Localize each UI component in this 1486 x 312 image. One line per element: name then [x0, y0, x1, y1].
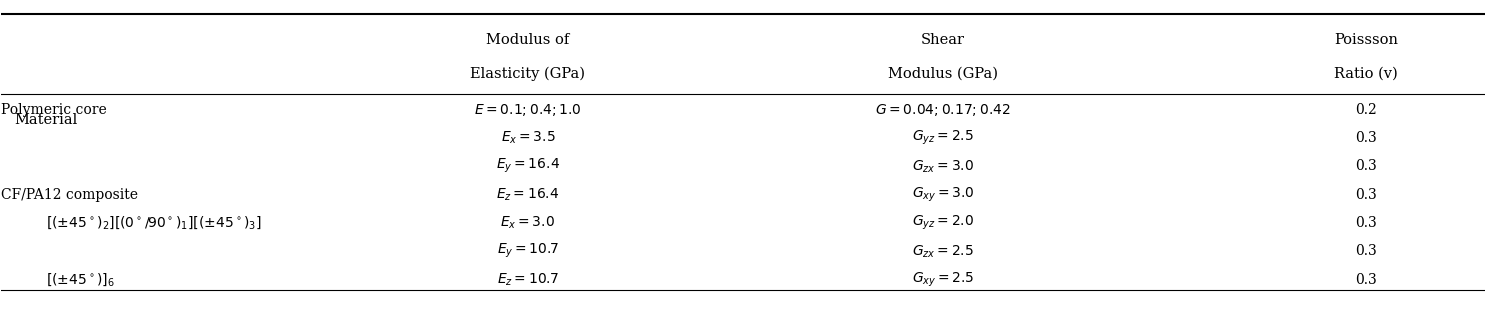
Text: $G_{zx} = 3.0$: $G_{zx} = 3.0$	[912, 158, 975, 174]
Text: 0.3: 0.3	[1355, 188, 1378, 202]
Text: 0.3: 0.3	[1355, 216, 1378, 230]
Text: $E_x = 3.5$: $E_x = 3.5$	[501, 130, 556, 146]
Text: $G_{xy} = 3.0$: $G_{xy} = 3.0$	[912, 186, 975, 204]
Text: Modulus (GPa): Modulus (GPa)	[889, 66, 999, 80]
Text: $E_z = 10.7$: $E_z = 10.7$	[496, 271, 559, 288]
Text: $G_{xy} = 2.5$: $G_{xy} = 2.5$	[912, 271, 975, 289]
Text: Elasticity (GPa): Elasticity (GPa)	[471, 66, 585, 81]
Text: $[(\pm45^\circ)]_6$: $[(\pm45^\circ)]_6$	[46, 271, 114, 288]
Text: $E_y = 10.7$: $E_y = 10.7$	[496, 242, 559, 261]
Text: 0.3: 0.3	[1355, 159, 1378, 173]
Text: $G = 0.04;0.17;0.42$: $G = 0.04;0.17;0.42$	[875, 102, 1010, 118]
Text: 0.2: 0.2	[1355, 103, 1378, 117]
Text: 0.3: 0.3	[1355, 244, 1378, 258]
Text: Modulus of: Modulus of	[486, 33, 569, 47]
Text: $G_{yz} = 2.5$: $G_{yz} = 2.5$	[912, 129, 975, 147]
Text: Ratio (v): Ratio (v)	[1334, 66, 1398, 80]
Text: Shear: Shear	[921, 33, 966, 47]
Text: $G_{yz} = 2.0$: $G_{yz} = 2.0$	[912, 214, 975, 232]
Text: $[(\pm45^\circ)_2][(0^\circ/90^\circ)_1][(\pm45^\circ)_3]$: $[(\pm45^\circ)_2][(0^\circ/90^\circ)_1]…	[46, 215, 262, 232]
Text: Material: Material	[15, 113, 77, 127]
Text: Poissson: Poissson	[1334, 33, 1398, 47]
Text: $E = 0.1;0.4;1.0$: $E = 0.1;0.4;1.0$	[474, 102, 583, 118]
Text: 0.3: 0.3	[1355, 131, 1378, 145]
Text: CF/PA12 composite: CF/PA12 composite	[1, 188, 138, 202]
Text: $E_x = 3.0$: $E_x = 3.0$	[501, 215, 556, 231]
Text: $E_y = 16.4$: $E_y = 16.4$	[496, 157, 560, 175]
Text: $G_{zx} = 2.5$: $G_{zx} = 2.5$	[912, 243, 975, 260]
Text: $E_z = 16.4$: $E_z = 16.4$	[496, 187, 560, 203]
Text: Polymeric core: Polymeric core	[1, 103, 107, 117]
Text: 0.3: 0.3	[1355, 273, 1378, 287]
